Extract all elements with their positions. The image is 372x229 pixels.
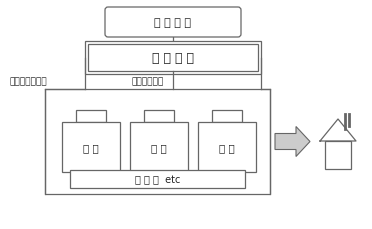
Bar <box>76 111 106 123</box>
Polygon shape <box>275 127 310 157</box>
Text: 行 政 機 関: 行 政 機 関 <box>154 18 192 28</box>
Bar <box>62 123 120 172</box>
Text: 保 健: 保 健 <box>83 142 99 152</box>
Bar <box>212 111 242 123</box>
Bar <box>70 170 245 188</box>
Text: 中 核 機 関: 中 核 機 関 <box>152 52 194 65</box>
Text: 医 師 会  etc: 医 師 会 etc <box>135 174 180 184</box>
Bar <box>45 90 270 194</box>
Bar <box>88 45 258 72</box>
Text: 地域リハ協議会: 地域リハ協議会 <box>9 77 47 86</box>
Text: 医 療: 医 療 <box>151 142 167 152</box>
Bar <box>85 42 261 75</box>
Text: ネットワーク: ネットワーク <box>132 77 164 86</box>
FancyBboxPatch shape <box>105 8 241 38</box>
Text: 福 礽: 福 礽 <box>219 142 235 152</box>
Bar <box>130 123 188 172</box>
Bar <box>144 111 174 123</box>
Bar <box>198 123 256 172</box>
Bar <box>325 141 351 169</box>
